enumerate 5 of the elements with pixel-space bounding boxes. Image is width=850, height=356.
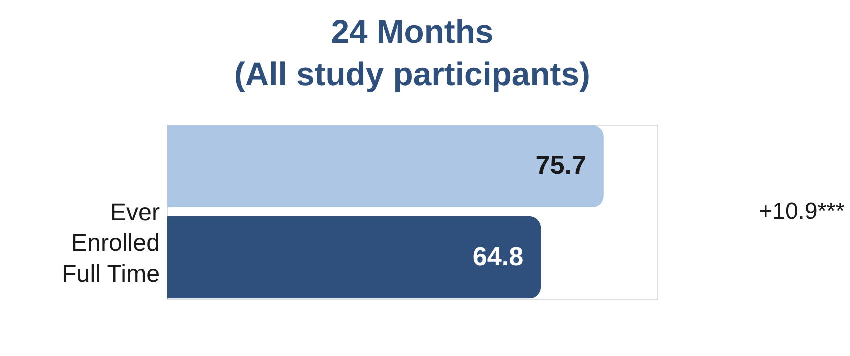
- y-axis-title: Ever Enrolled Full Time: [62, 199, 160, 288]
- data-label: 64.8: [472, 241, 524, 272]
- chart-title: 24 Months (All study participants): [234, 12, 590, 92]
- text: +10.9***: [759, 198, 845, 224]
- data-label: 75.7: [536, 150, 587, 180]
